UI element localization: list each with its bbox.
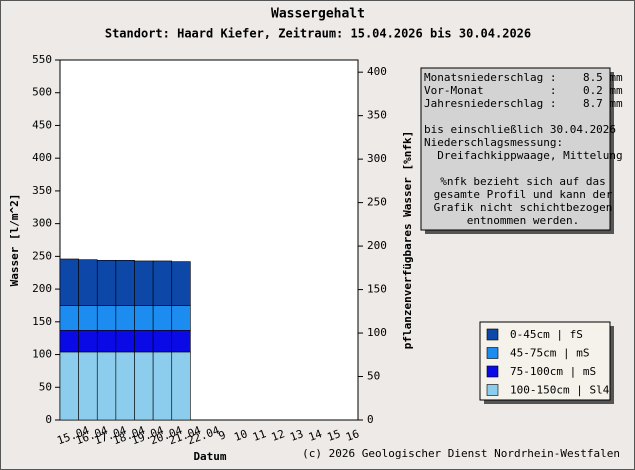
bar-segment	[171, 261, 191, 306]
bar-segment	[152, 330, 173, 353]
y2-axis-label: pflanzenverfügbares Wasser [%nfk]	[401, 131, 414, 350]
y-axis-label: Wasser [l/m^2]	[8, 194, 21, 287]
y2-tick-label: 150	[367, 283, 387, 296]
bar-segment	[96, 259, 117, 306]
bar-segment	[78, 330, 98, 353]
legend-swatch	[486, 384, 499, 396]
legend-label: 45-75cm | mS	[510, 347, 589, 360]
y-tick-label: 500	[32, 86, 52, 99]
bar-segment	[78, 351, 98, 421]
info-text: Grafik nicht schichtbezogen	[434, 201, 613, 214]
x-tick-label: 9	[217, 428, 228, 442]
info-text: %nfk bezieht sich auf das	[440, 175, 606, 188]
bar-segment	[78, 259, 98, 306]
x-axis-label: Datum	[193, 450, 226, 463]
legend-swatch	[486, 347, 499, 359]
bar-segment	[152, 351, 173, 421]
bar-segment	[171, 351, 191, 421]
x-tick-label: 15	[325, 427, 342, 444]
bar-segment	[78, 305, 98, 331]
legend-swatch	[486, 365, 499, 378]
bar-segment	[115, 330, 135, 353]
y-tick-label: 400	[32, 151, 52, 164]
chart-subtitle: Standort: Haard Kiefer, Zeitraum: 15.04.…	[105, 27, 531, 41]
y2-tick-label: 400	[367, 65, 387, 78]
y2-tick-label: 250	[367, 196, 387, 209]
bar-segment	[152, 260, 173, 306]
legend-label: 0-45cm | fS	[510, 328, 583, 341]
bar-segment	[59, 351, 79, 421]
y2-tick-label: 50	[367, 370, 380, 383]
y2-tick-label: 200	[367, 239, 387, 252]
bar-segment	[96, 330, 117, 353]
y-tick-label: 450	[32, 118, 52, 131]
info-text: Niederschlagsmessung:	[424, 136, 563, 149]
bar-segment	[134, 260, 154, 306]
bar-segment	[115, 305, 135, 331]
x-tick-label: 12	[270, 427, 287, 444]
legend-swatch	[486, 328, 499, 341]
bar-segment	[59, 330, 79, 353]
chart-title: Wassergehalt	[271, 7, 365, 22]
bar-segment	[134, 330, 154, 353]
y-tick-label: 550	[32, 53, 52, 66]
info-text: Vor-Monat : 0.2 mm	[424, 84, 623, 97]
info-text: Monatsniederschlag : 8.5 mm	[424, 71, 623, 84]
y2-tick-label: 0	[367, 413, 374, 426]
legend-box	[479, 321, 611, 401]
bar-segment	[171, 330, 191, 353]
info-text: bis einschließlich 30.04.2026	[424, 123, 616, 136]
bar-segment	[115, 351, 135, 421]
y-tick-label: 0	[45, 413, 52, 426]
bar-segment	[171, 305, 191, 331]
info-text: Jahresniederschlag : 8.7 mm	[424, 97, 623, 110]
bar-segment	[59, 258, 79, 306]
bar-segment	[96, 305, 117, 331]
info-text: entnommen werden.	[467, 214, 580, 227]
y2-tick-label: 100	[367, 326, 387, 339]
y-tick-label: 300	[32, 217, 52, 230]
bar-segment	[152, 305, 173, 331]
legend-label: 75-100cm | mS	[510, 365, 596, 378]
x-tick-label: 14	[307, 427, 324, 444]
y-tick-label: 350	[32, 184, 52, 197]
x-tick-label: 13	[288, 427, 305, 444]
info-text: Dreifachkippwaage, Mittelung	[424, 149, 623, 162]
y-tick-label: 200	[32, 282, 52, 295]
bar-segment	[59, 305, 79, 331]
info-box	[420, 67, 611, 231]
y2-tick-label: 350	[367, 109, 387, 122]
y-tick-label: 150	[32, 315, 52, 328]
x-tick-label: 16	[344, 427, 361, 444]
info-text: gesamte Profil und kann der	[434, 188, 613, 201]
y-tick-label: 250	[32, 249, 52, 262]
x-tick-label: 10	[232, 427, 249, 444]
y2-tick-label: 300	[367, 152, 387, 165]
footer: (c) 2026 Geologischer Dienst Nordrhein-W…	[302, 447, 620, 460]
bar-segment	[134, 351, 154, 421]
bar-segment	[134, 305, 154, 331]
y-tick-label: 100	[32, 348, 52, 361]
y-tick-label: 50	[39, 380, 52, 393]
bar-segment	[115, 259, 135, 306]
legend-label: 100-150cm | Sl4	[510, 384, 610, 397]
bar-segment	[96, 351, 117, 421]
x-tick-label: 11	[251, 427, 268, 444]
